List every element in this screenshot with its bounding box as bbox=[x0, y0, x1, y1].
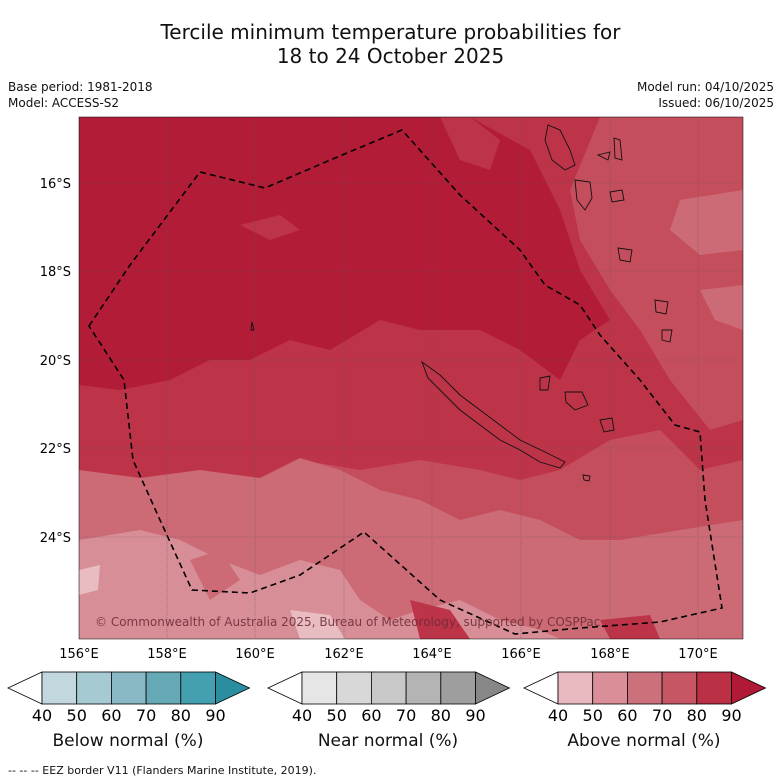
colorbar-above: 40 50 60 70 80 90 bbox=[523, 671, 767, 725]
vanuatu-pentecost bbox=[613, 137, 623, 161]
field-patch-se-80 bbox=[600, 615, 660, 639]
loyalty-lifou bbox=[564, 391, 589, 411]
field-patch-se-60 bbox=[700, 285, 743, 330]
colorbar-below-bin bbox=[145, 671, 182, 705]
field-patch-east-60 bbox=[670, 190, 743, 255]
colorbar-below-bin bbox=[111, 671, 147, 705]
colorbar-near-over bbox=[475, 671, 511, 705]
colorbar-near-under bbox=[267, 671, 303, 705]
colorbar-below-under bbox=[7, 671, 43, 705]
colorbar-below: 40 50 60 70 80 90 bbox=[7, 671, 251, 725]
field-patch-core bbox=[440, 117, 500, 170]
gridlines bbox=[79, 117, 743, 639]
loyalty-mare bbox=[599, 417, 615, 433]
isle-of-pines bbox=[582, 474, 591, 482]
vanuatu-espiritu bbox=[544, 124, 576, 171]
colorbar-near-label: Near normal (%) bbox=[317, 731, 459, 751]
lon-tick-164e: 164°E bbox=[412, 647, 452, 662]
colorbar-above-bin bbox=[557, 671, 594, 705]
colorbar-below-tick: 90 bbox=[205, 706, 225, 725]
lon-ticks: 156°E 158°E 160°E 162°E 164°E 166°E 168°… bbox=[59, 647, 718, 662]
lon-tick-166e: 166°E bbox=[501, 647, 541, 662]
field-zone-70-east bbox=[570, 117, 743, 430]
colorbar-near-bin bbox=[301, 671, 338, 705]
lat-tick-18s: 18°S bbox=[40, 265, 71, 280]
colorbar-above-tick: 90 bbox=[721, 706, 741, 725]
colorbar-near-tick: 60 bbox=[361, 706, 381, 725]
colorbar-near-bin bbox=[370, 671, 407, 705]
field-patch-south-80 bbox=[410, 600, 470, 639]
colorbar-below-tick: 70 bbox=[136, 706, 156, 725]
colorbar-above-bin bbox=[661, 671, 698, 705]
map-title-line1: Tercile minimum temperature probabilitie… bbox=[160, 20, 621, 44]
colorbar-above-tick: 50 bbox=[583, 706, 603, 725]
colorbar-below-bin bbox=[76, 671, 112, 705]
vanuatu-malekula bbox=[574, 179, 593, 211]
lat-tick-20s: 20°S bbox=[40, 354, 71, 369]
base-period: Base period: 1981-2018 bbox=[8, 80, 153, 94]
lat-tick-24s: 24°S bbox=[40, 531, 71, 546]
colorbars: 40 50 60 70 80 90 40 50 60 70 80 90 40 50 60 70 80 90 bbox=[7, 671, 767, 725]
colorbar-near-bin bbox=[336, 671, 372, 705]
colorbar-below-bin bbox=[180, 671, 216, 705]
lon-tick-156e: 156°E bbox=[59, 647, 99, 662]
colorbar-near-tick: 40 bbox=[292, 706, 312, 725]
colorbar-near-tick: 50 bbox=[327, 706, 347, 725]
coastlines bbox=[250, 124, 673, 482]
lon-tick-170e: 170°E bbox=[678, 647, 718, 662]
colorbar-below-over bbox=[215, 671, 251, 705]
hunter-isle bbox=[661, 329, 673, 343]
model-name: Model: ACCESS-S2 bbox=[8, 96, 120, 110]
colorbar-near: 40 50 60 70 80 90 bbox=[267, 671, 511, 725]
colorbar-below-tick: 50 bbox=[67, 706, 87, 725]
vanuatu-erromango bbox=[617, 247, 633, 263]
colorbar-above-tick: 80 bbox=[687, 706, 707, 725]
colorbar-below-tick: 60 bbox=[101, 706, 121, 725]
colorbar-near-tick: 90 bbox=[465, 706, 485, 725]
eez-footnote: -- -- -- EEZ border V11 (Flanders Marine… bbox=[8, 764, 317, 777]
colorbar-near-bin bbox=[440, 671, 476, 705]
chesterfield bbox=[250, 321, 255, 331]
model-run: Model run: 04/10/2025 bbox=[636, 80, 774, 94]
lat-tick-16s: 16°S bbox=[40, 177, 71, 192]
loyalty-ouvea bbox=[539, 375, 551, 391]
colorbar-below-bin bbox=[41, 671, 78, 705]
issued-date: Issued: 06/10/2025 bbox=[658, 96, 774, 110]
matthew-hunter bbox=[654, 299, 669, 315]
field-patch-50-sw bbox=[190, 550, 240, 600]
colorbar-above-bin bbox=[592, 671, 628, 705]
colorbar-near-tick: 70 bbox=[396, 706, 416, 725]
lat-ticks: 16°S 18°S 20°S 22°S 24°S bbox=[40, 177, 71, 546]
colorbar-below-tick: 40 bbox=[32, 706, 52, 725]
vanuatu-efate bbox=[609, 189, 625, 203]
field-zone-90 bbox=[79, 117, 610, 390]
colorbar-near-bin bbox=[405, 671, 442, 705]
probability-field bbox=[79, 117, 743, 639]
colorbar-below-label: Below normal (%) bbox=[52, 731, 204, 751]
lon-tick-162e: 162°E bbox=[324, 647, 364, 662]
colorbar-above-tick: 40 bbox=[548, 706, 568, 725]
colorbar-near-tick: 80 bbox=[431, 706, 451, 725]
colorbar-above-bin bbox=[627, 671, 663, 705]
lon-tick-168e: 168°E bbox=[590, 647, 630, 662]
lat-tick-22s: 22°S bbox=[40, 442, 71, 457]
field-patch-40 bbox=[290, 610, 345, 639]
lon-tick-158e: 158°E bbox=[147, 647, 187, 662]
colorbar-below-tick: 80 bbox=[171, 706, 191, 725]
eez-border bbox=[88, 129, 723, 635]
lon-tick-160e: 160°E bbox=[235, 647, 275, 662]
colorbar-above-tick: 70 bbox=[652, 706, 672, 725]
colorbar-above-under bbox=[523, 671, 559, 705]
colorbar-above-tick: 60 bbox=[617, 706, 637, 725]
colorbar-above-bin bbox=[696, 671, 732, 705]
new-caledonia bbox=[421, 360, 566, 469]
field-patch-40b bbox=[79, 565, 100, 595]
map-title-line2: 18 to 24 October 2025 bbox=[276, 44, 505, 68]
colorbar-above-over bbox=[731, 671, 767, 705]
colorbar-above-label: Above normal (%) bbox=[567, 731, 721, 751]
map-frame bbox=[78, 116, 744, 640]
vanuatu-banks bbox=[596, 151, 611, 161]
copyright-watermark: © Commonwealth of Australia 2025, Bureau… bbox=[95, 615, 600, 629]
